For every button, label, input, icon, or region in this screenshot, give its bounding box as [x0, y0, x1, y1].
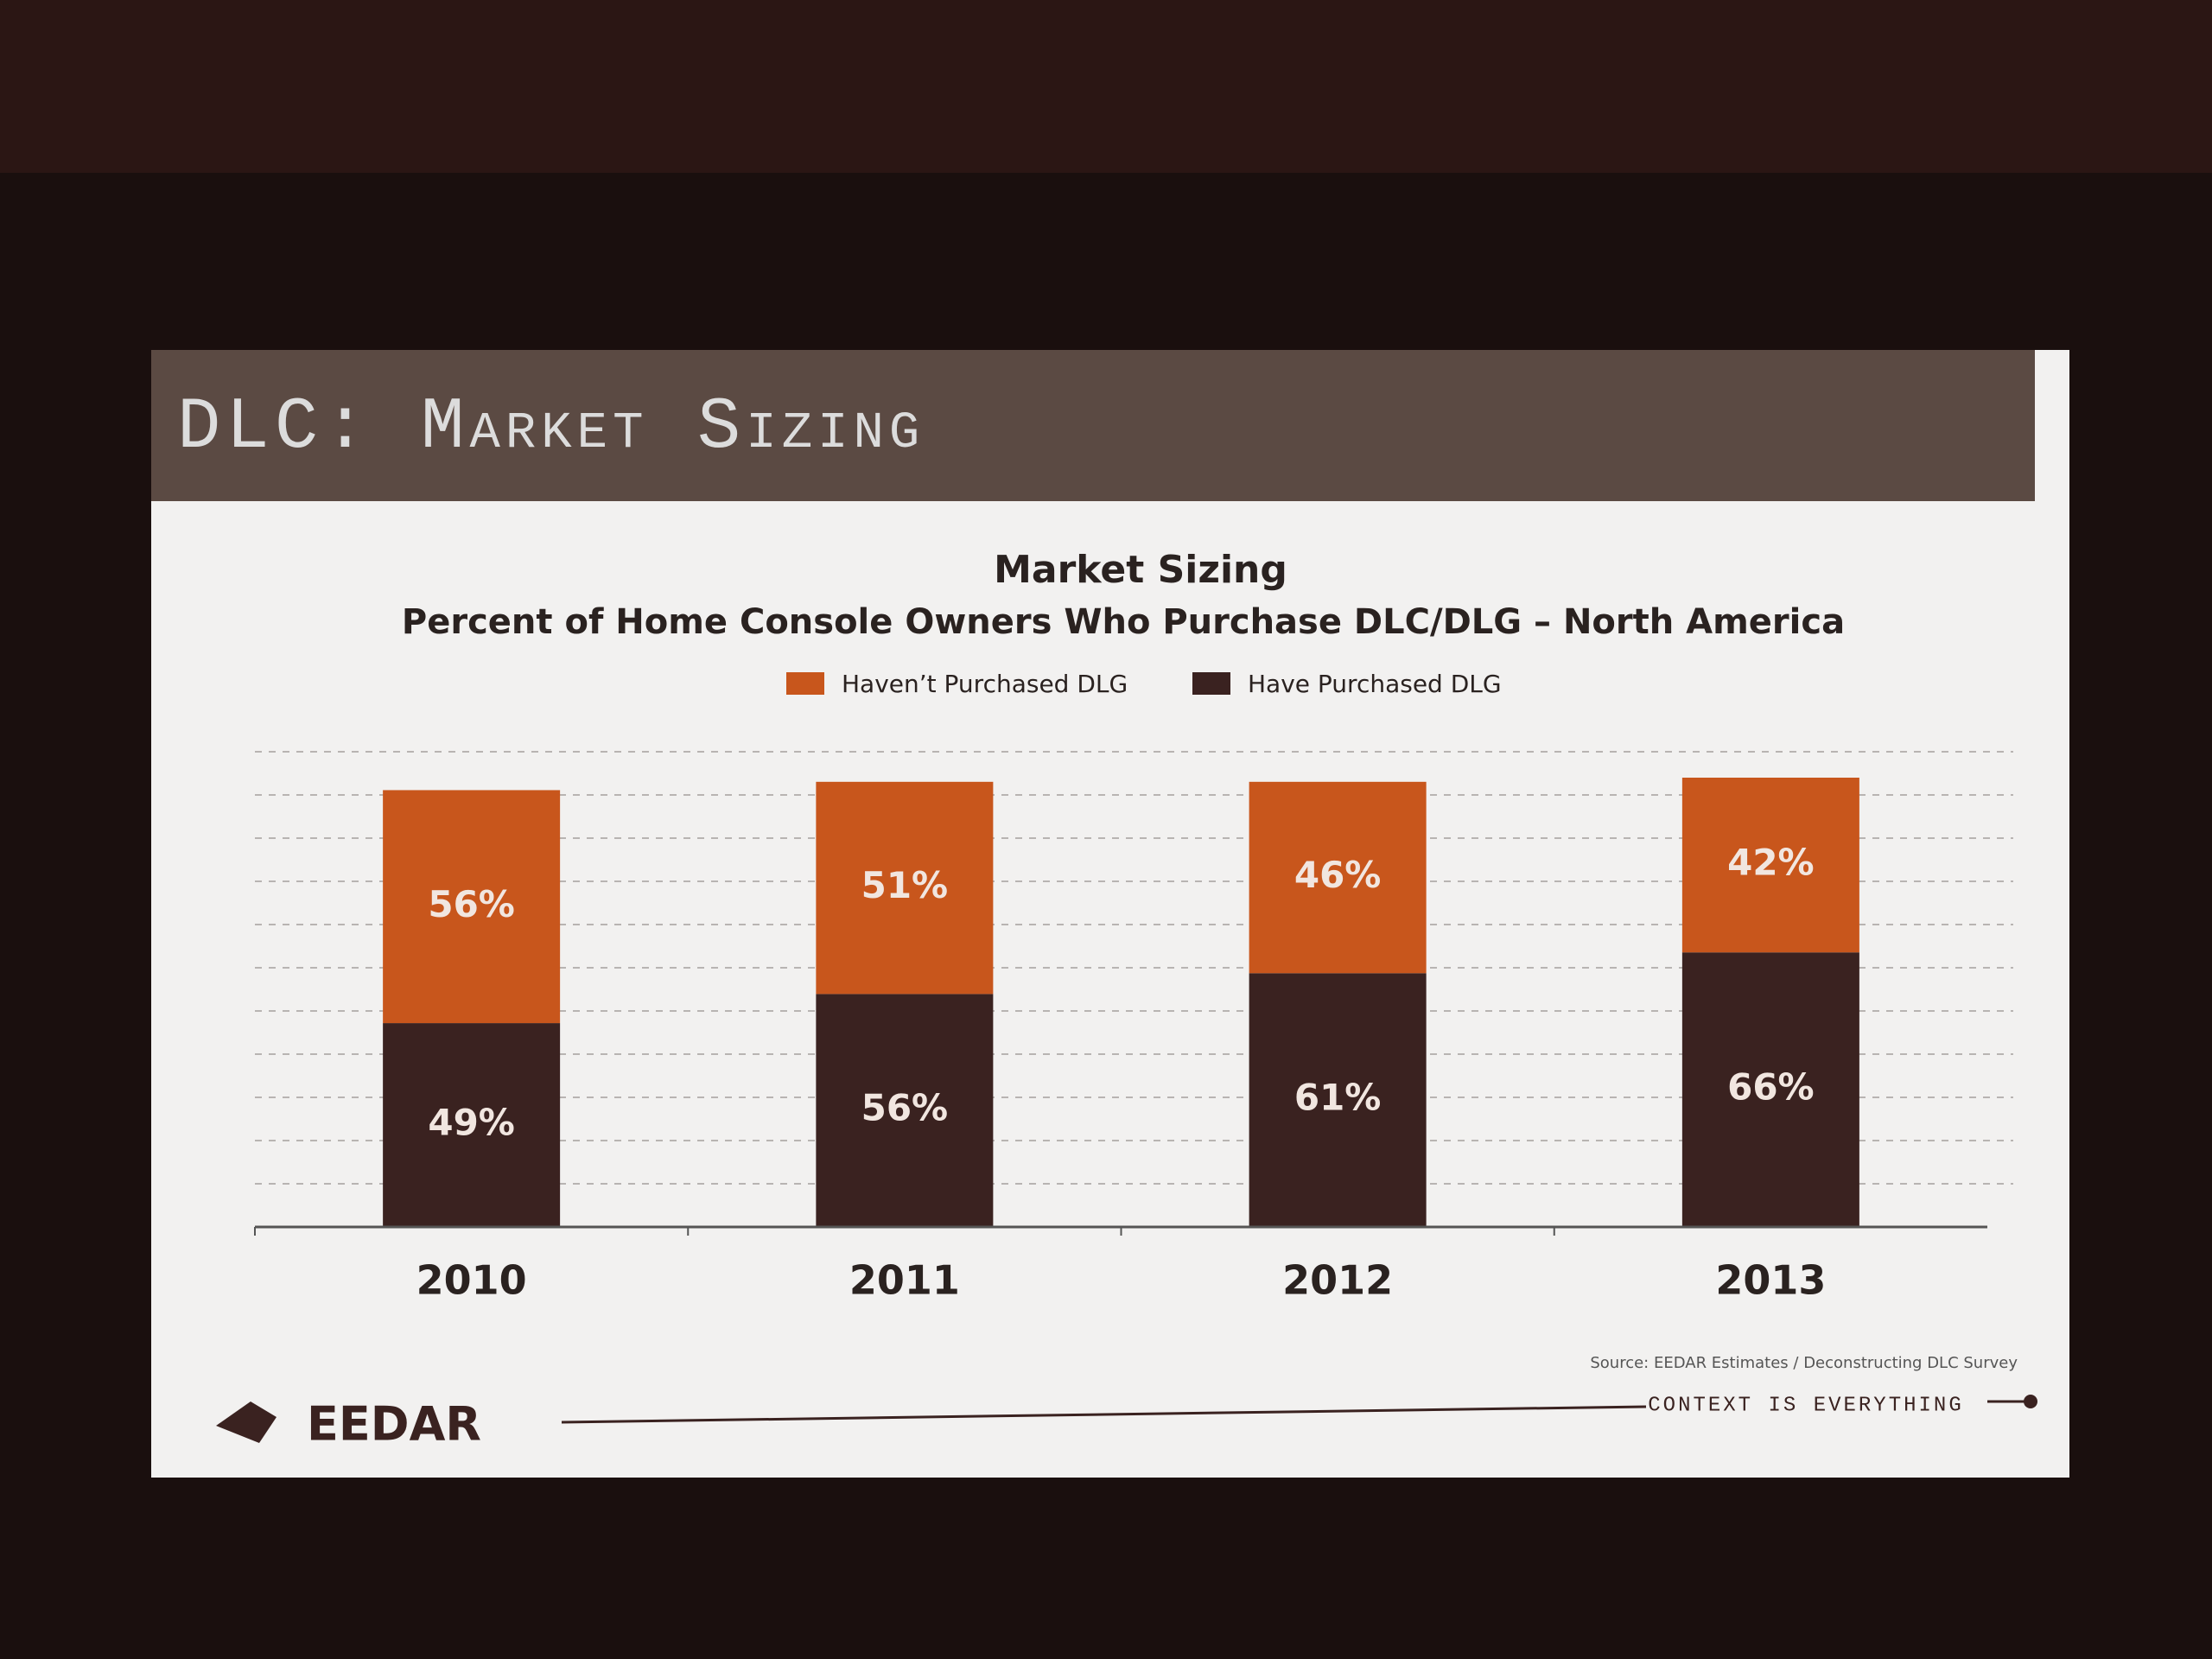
bar-segment — [1249, 781, 1427, 974]
chart-subtitle: Percent of Home Console Owners Who Purch… — [402, 602, 1845, 642]
value-label: 49% — [428, 1102, 515, 1144]
x-tick-label: 2013 — [1715, 1257, 1826, 1304]
value-label: 46% — [1294, 854, 1382, 896]
tagline-dot — [2024, 1395, 2037, 1408]
source-note: Source: EEDAR Estimates / Deconstructing… — [1590, 1354, 2018, 1372]
slide-header: DLC: Market Sizing — [177, 387, 925, 469]
value-label: 51% — [861, 864, 949, 906]
legend-swatch — [786, 672, 824, 695]
bar-segment — [1249, 973, 1427, 1227]
logo-icon — [216, 1402, 276, 1443]
bar-segment — [816, 781, 994, 995]
bar-segment — [383, 1023, 561, 1227]
bar-segment — [816, 994, 994, 1227]
legend-swatch — [1192, 672, 1230, 695]
tagline: CONTEXT IS EVERYTHING — [1648, 1394, 1963, 1417]
x-tick-label: 2011 — [849, 1257, 960, 1304]
slide-header-band — [151, 350, 2035, 501]
value-label: 56% — [861, 1087, 949, 1129]
logo-text: EEDAR — [307, 1397, 481, 1452]
value-label: 56% — [428, 883, 515, 925]
value-label: 42% — [1727, 842, 1815, 884]
x-tick-label: 2012 — [1282, 1257, 1393, 1304]
value-label: 61% — [1294, 1077, 1382, 1119]
legend-label: Haven’t Purchased DLG — [842, 670, 1128, 698]
wall — [0, 0, 2212, 173]
x-tick-label: 2010 — [416, 1257, 527, 1304]
bar-segment — [383, 790, 561, 1024]
value-label: 66% — [1727, 1066, 1815, 1109]
footer-rule — [561, 1405, 1647, 1424]
bar-segment — [1681, 952, 1859, 1227]
legend-label: Have Purchased DLG — [1248, 670, 1502, 698]
chart-title: Market Sizing — [994, 548, 1287, 592]
bar-segment — [1681, 778, 1859, 953]
